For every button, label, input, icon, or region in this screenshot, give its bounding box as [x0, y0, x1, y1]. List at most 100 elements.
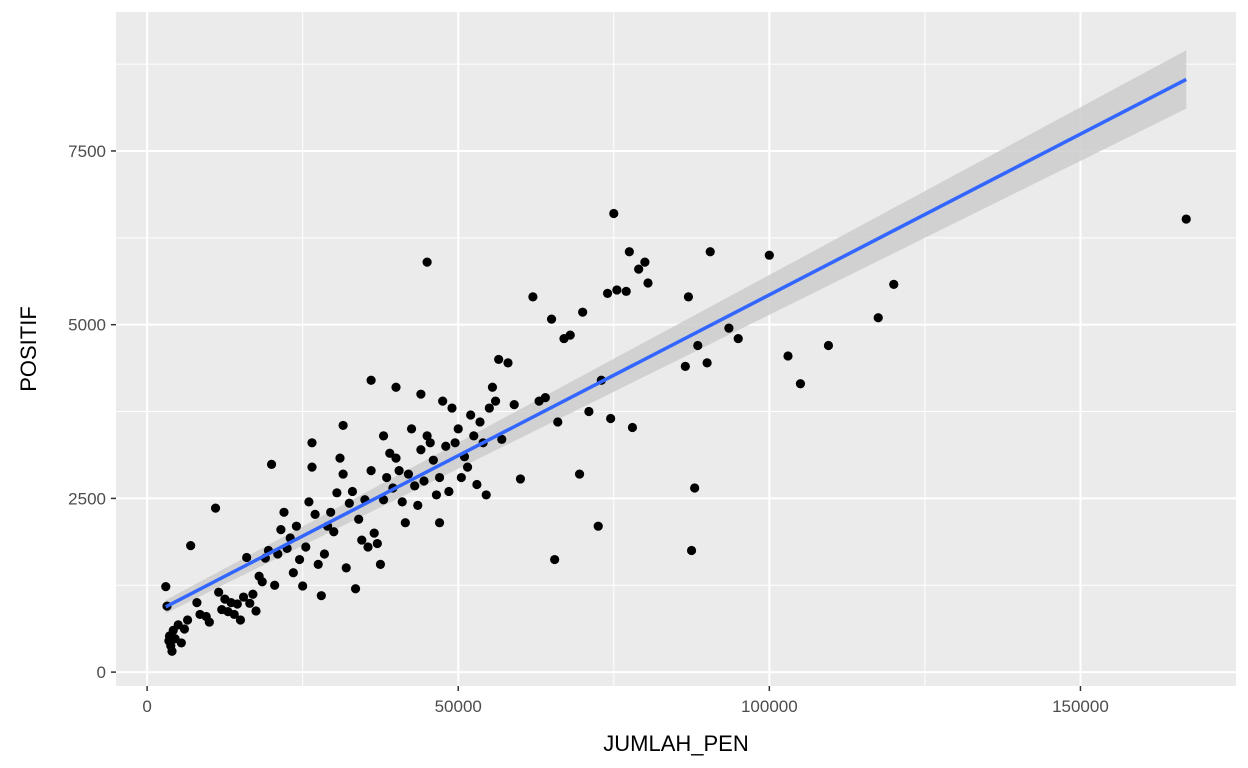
y-tick-label: 2500 — [68, 489, 106, 508]
data-point — [378, 431, 389, 441]
data-point — [441, 441, 451, 451]
data-point — [680, 361, 690, 371]
data-point — [310, 509, 320, 519]
data-point — [702, 358, 712, 368]
data-point — [350, 584, 361, 594]
data-point — [509, 399, 519, 410]
data-point — [298, 581, 308, 591]
data-point — [235, 615, 246, 625]
data-point — [705, 247, 715, 257]
x-tick-labels: 0 50000 100000 150000 — [142, 697, 1108, 716]
data-point — [304, 497, 314, 507]
data-point — [422, 431, 432, 441]
data-point — [279, 507, 289, 517]
data-point — [354, 514, 364, 524]
data-point — [372, 538, 382, 549]
data-point — [889, 279, 899, 289]
data-point — [428, 455, 438, 465]
data-point — [425, 438, 435, 448]
data-point — [238, 592, 249, 602]
data-point — [288, 568, 298, 578]
data-point — [397, 497, 407, 507]
data-point — [456, 472, 466, 483]
data-points — [161, 208, 1191, 656]
data-point — [270, 580, 280, 590]
data-point — [307, 462, 317, 472]
regression-line — [164, 77, 1188, 609]
data-point — [444, 486, 454, 497]
data-point — [248, 589, 258, 599]
x-tick-label: 100000 — [741, 697, 798, 716]
data-point — [400, 518, 410, 528]
data-point — [431, 490, 442, 500]
x-axis-title: JUMLAH_PEN — [603, 731, 748, 756]
data-point — [382, 472, 392, 483]
data-point — [214, 587, 224, 597]
data-point — [186, 541, 196, 551]
data-point — [693, 340, 703, 351]
data-point — [416, 389, 426, 399]
data-point — [357, 535, 367, 545]
data-point — [192, 598, 202, 608]
data-point — [724, 323, 734, 333]
data-point — [319, 549, 330, 559]
data-point — [475, 417, 485, 427]
data-point — [606, 413, 616, 424]
data-point — [494, 354, 504, 365]
data-point — [422, 257, 432, 267]
data-point — [251, 606, 261, 616]
data-point — [347, 486, 358, 497]
data-point — [764, 250, 774, 260]
x-tick-label: 50000 — [435, 697, 482, 716]
data-point — [229, 609, 239, 620]
data-point — [823, 340, 834, 351]
data-point — [245, 598, 255, 608]
data-point — [624, 247, 634, 257]
data-point — [593, 521, 603, 531]
major-gridlines — [116, 12, 1236, 686]
data-point — [490, 396, 501, 406]
data-point — [294, 554, 305, 565]
data-point — [634, 264, 644, 274]
data-point — [338, 469, 348, 479]
data-point — [481, 490, 491, 500]
data-point — [438, 396, 448, 406]
data-point — [453, 424, 463, 434]
data-point — [176, 638, 186, 648]
data-point — [344, 498, 354, 508]
data-point — [472, 479, 482, 490]
data-point — [210, 503, 221, 513]
data-point — [332, 488, 342, 498]
data-point — [733, 333, 743, 344]
data-point — [410, 481, 420, 491]
data-point — [540, 393, 550, 403]
x-tick-label: 150000 — [1052, 697, 1109, 716]
data-point — [584, 406, 594, 417]
data-point — [462, 462, 473, 472]
y-tick-labels: 0 2500 5000 7500 — [68, 142, 106, 682]
x-tick-label: 0 — [142, 697, 151, 716]
data-point — [469, 431, 479, 441]
y-axis-title: POSITIF — [16, 306, 41, 392]
y-tick-label: 7500 — [68, 142, 106, 161]
data-point — [378, 495, 389, 505]
data-point — [329, 527, 339, 537]
data-point — [326, 507, 336, 517]
data-point — [301, 542, 311, 552]
data-point — [565, 330, 575, 340]
data-point — [363, 542, 373, 552]
data-point — [416, 445, 426, 455]
data-point — [182, 615, 193, 625]
data-point — [385, 448, 395, 458]
data-point — [578, 307, 588, 317]
data-point — [497, 434, 507, 444]
data-point — [366, 375, 376, 385]
data-point — [528, 292, 538, 302]
data-point — [609, 208, 619, 219]
data-point — [690, 483, 700, 493]
data-point — [484, 403, 494, 413]
data-point — [466, 410, 476, 420]
data-point — [391, 453, 401, 463]
data-point — [307, 438, 317, 448]
